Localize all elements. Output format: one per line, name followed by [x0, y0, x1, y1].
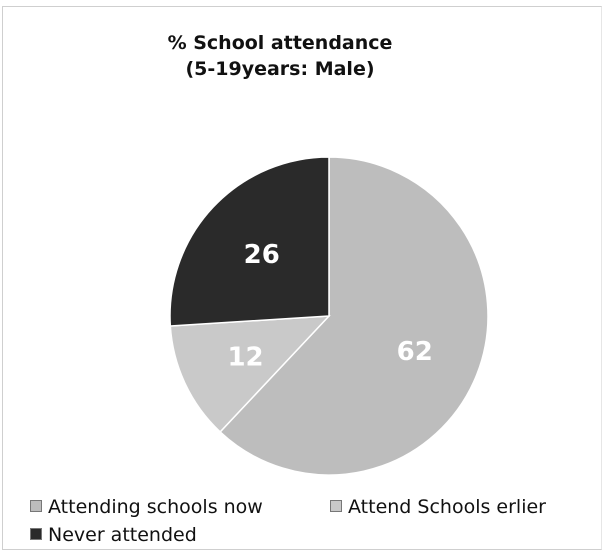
data-label: 12	[227, 342, 263, 372]
pie-slice-never-attended	[169, 156, 330, 327]
pie-slice-attend-earlier	[169, 315, 331, 433]
legend-label: Attend Schools erlier	[348, 496, 546, 518]
chart-title-line-1: % School attendance	[167, 32, 393, 54]
chart-title-line-2: (5-19years: Male)	[185, 58, 375, 80]
legend-swatch	[330, 500, 342, 512]
legend-item-attending-now: Attending schools now	[30, 496, 263, 518]
legend-swatch	[30, 528, 42, 540]
pie-slice-attending-now	[219, 156, 489, 476]
legend-swatch	[30, 500, 42, 512]
chart-title: % School attendance (5-19years: Male)	[0, 30, 560, 82]
pie-slices	[169, 156, 489, 476]
chart-frame	[2, 6, 602, 550]
data-label: 26	[244, 240, 280, 270]
data-label: 62	[397, 337, 433, 367]
legend-label: Attending schools now	[48, 496, 263, 518]
legend-item-never-attended: Never attended	[30, 524, 197, 546]
pie-data-labels: 62 12 26	[227, 240, 432, 372]
legend-item-attend-earlier: Attend Schools erlier	[330, 496, 546, 518]
legend-label: Never attended	[48, 524, 197, 546]
